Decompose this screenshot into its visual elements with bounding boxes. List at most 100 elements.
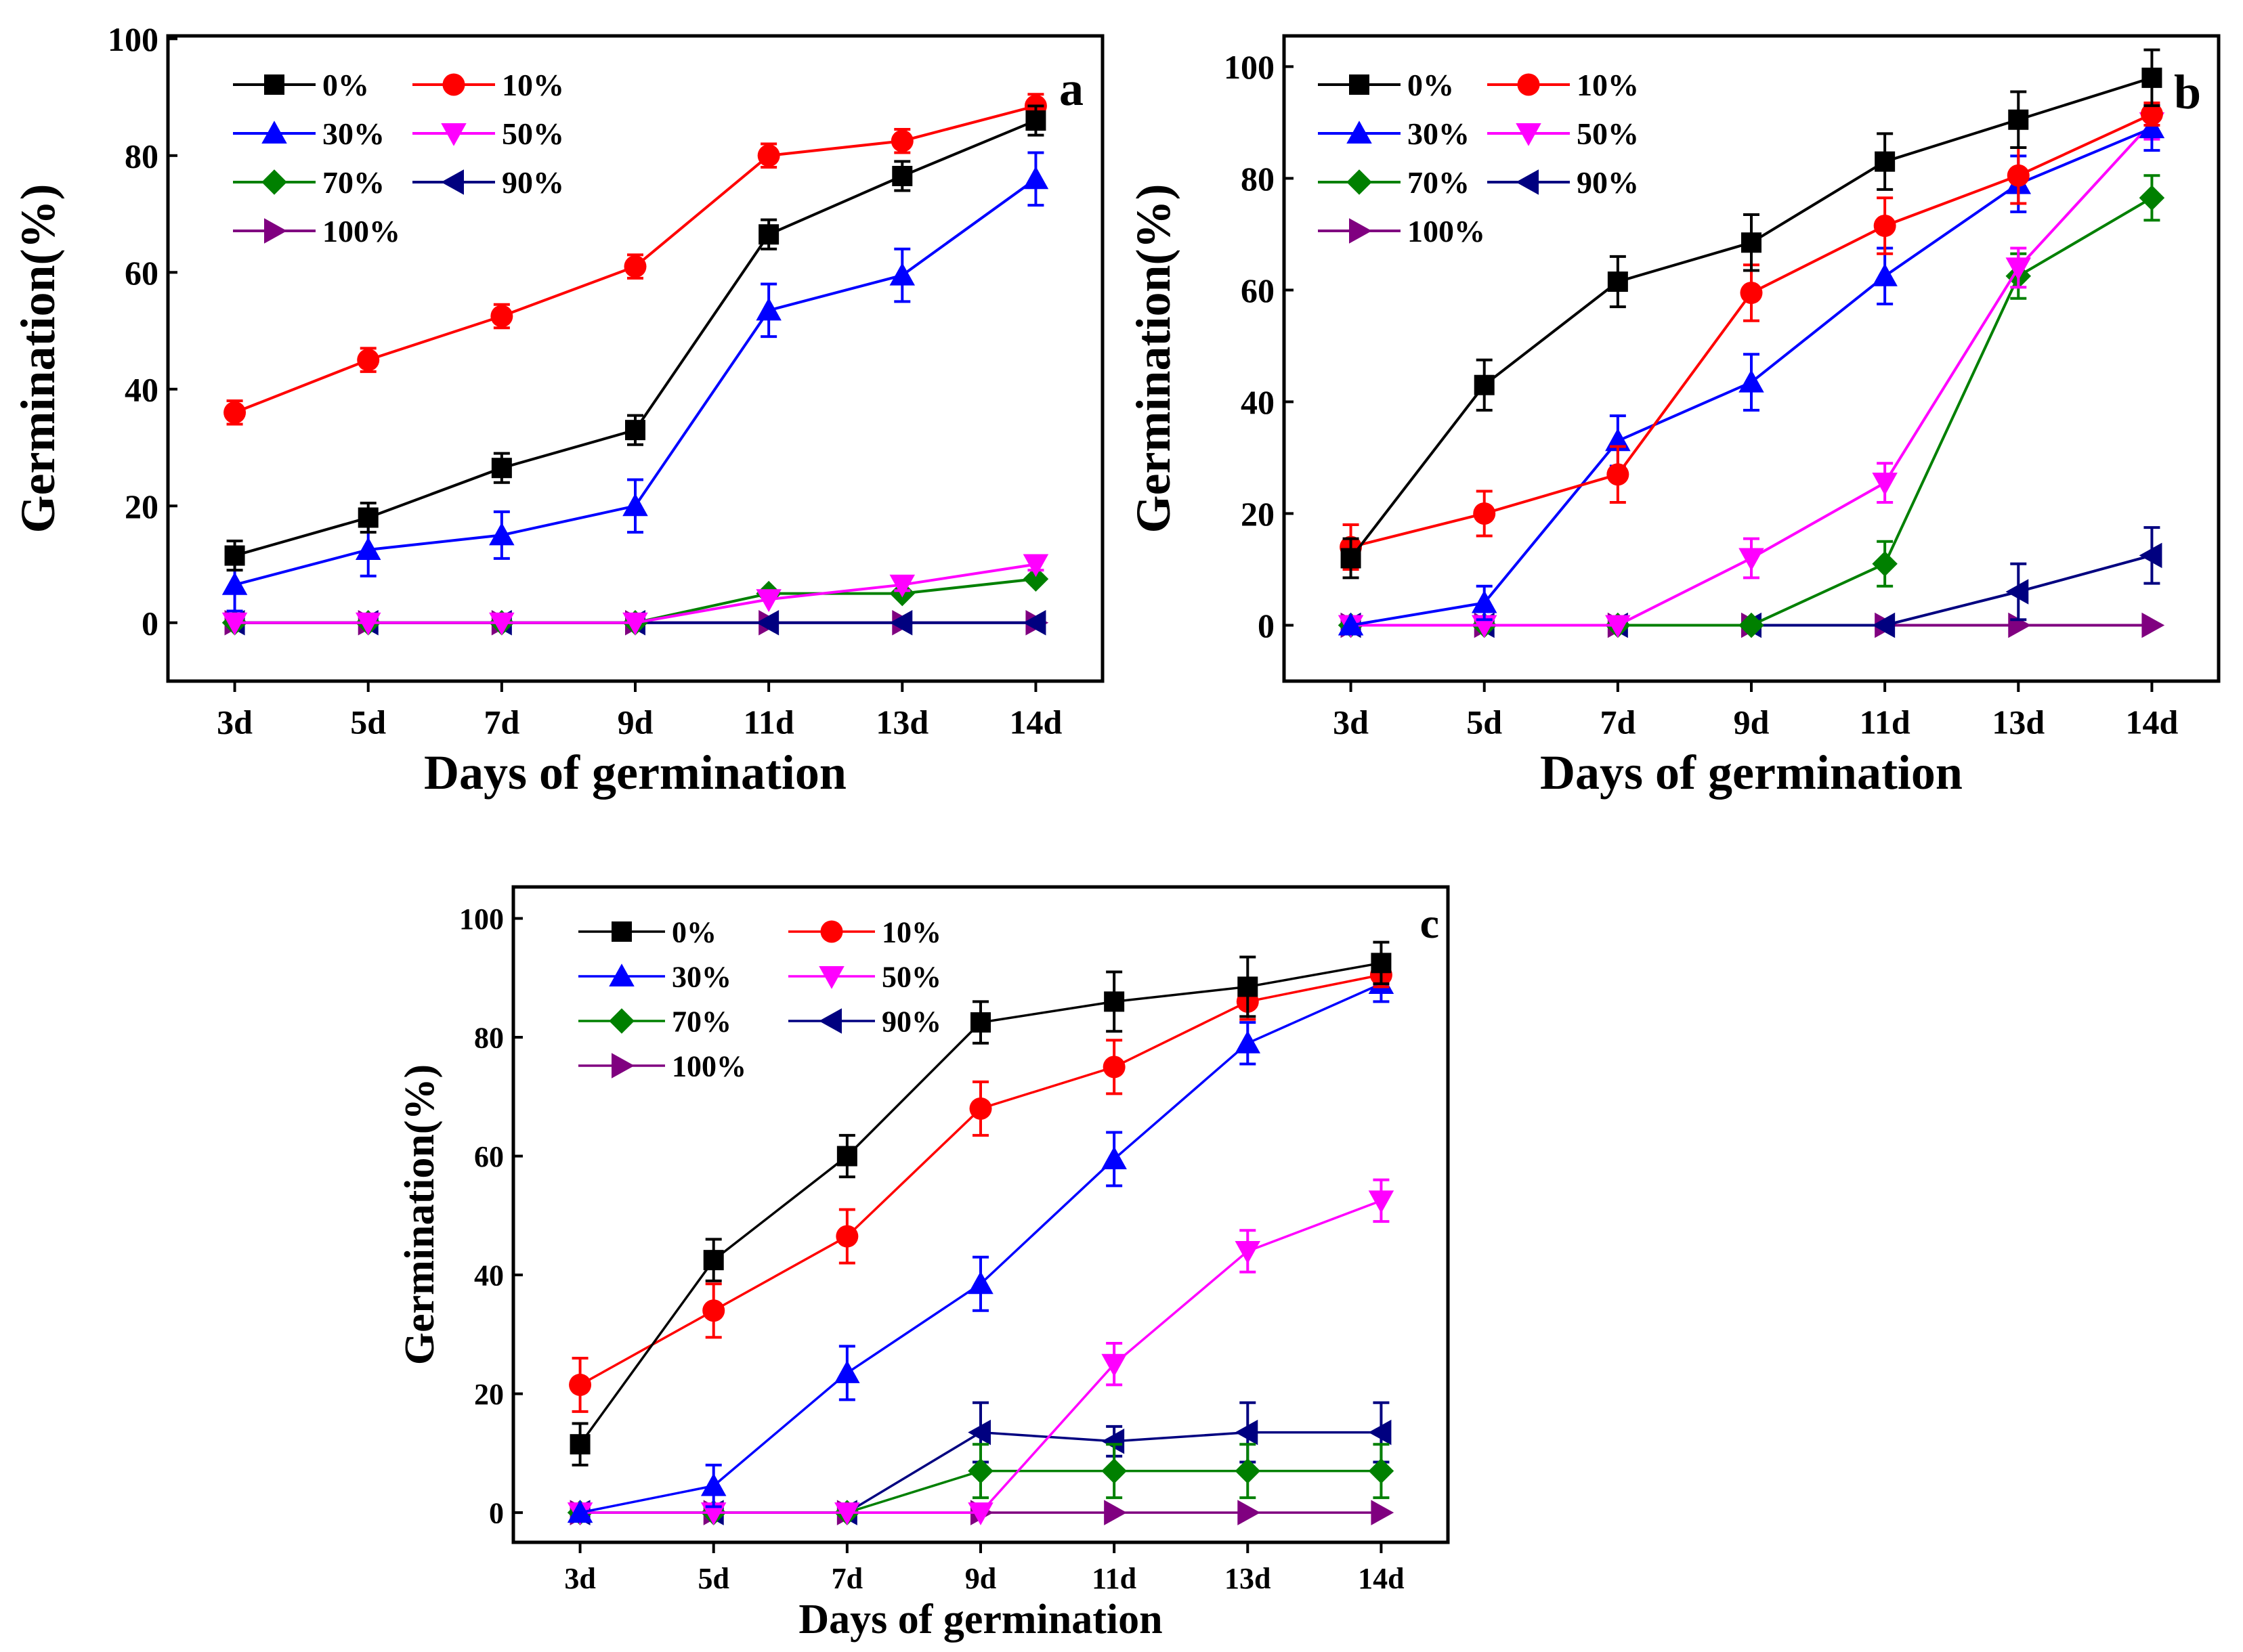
data-point	[1605, 615, 1631, 638]
legend-item: 0%	[578, 915, 717, 949]
data-point	[1741, 232, 1761, 253]
y-tick-label: 60	[125, 254, 158, 292]
series-0pct	[224, 104, 1046, 572]
data-point	[221, 612, 248, 636]
data-point	[1872, 550, 1898, 577]
x-tick-label: 5d	[698, 1562, 729, 1595]
x-tick-label: 7d	[832, 1562, 863, 1595]
legend-label: 90%	[502, 165, 564, 200]
data-point	[1235, 1419, 1258, 1446]
data-point	[1023, 610, 1046, 636]
y-tick-label: 80	[125, 137, 158, 175]
legend-marker	[261, 121, 287, 144]
data-point	[1103, 1056, 1126, 1079]
legend-marker	[609, 963, 635, 986]
legend-label: 0%	[672, 915, 717, 949]
x-tick-label: 11d	[744, 703, 794, 741]
x-tick-label: 9d	[965, 1562, 996, 1595]
data-point	[1101, 1458, 1127, 1484]
legend-item: 10%	[788, 915, 941, 949]
series-30pct	[221, 151, 1049, 613]
legend-marker	[261, 169, 287, 195]
series-50pct	[567, 1178, 1394, 1525]
legend-marker	[1346, 121, 1372, 144]
legend-item: 70%	[233, 165, 385, 200]
data-point	[2141, 67, 2162, 88]
legend-item: 10%	[412, 68, 564, 102]
legend-marker	[1517, 73, 1540, 96]
legend-label: 10%	[1577, 68, 1639, 102]
x-axis-title: Days of germination	[424, 745, 847, 800]
data-point	[969, 1097, 992, 1120]
data-point	[892, 165, 913, 186]
legend-marker	[819, 1008, 842, 1034]
data-point	[489, 612, 515, 636]
legend-label: 90%	[1577, 165, 1639, 200]
data-point	[570, 1434, 591, 1455]
data-point	[1738, 369, 1764, 393]
data-point	[1368, 1458, 1394, 1484]
data-point	[1371, 1500, 1394, 1525]
data-point	[358, 507, 379, 528]
legend-label: 70%	[1407, 165, 1470, 200]
x-axis-title: Days of germination	[798, 1596, 1162, 1643]
legend-label: 0%	[1407, 68, 1454, 102]
data-point	[700, 1502, 727, 1525]
data-point	[702, 1299, 725, 1322]
data-point	[756, 589, 782, 613]
x-tick-label: 7d	[484, 703, 519, 741]
panel-letter: a	[1059, 62, 1084, 116]
x-tick-label: 9d	[618, 703, 654, 741]
legend-label: 10%	[882, 915, 941, 949]
x-tick-label: 9d	[1734, 703, 1770, 741]
legend-label: 10%	[502, 68, 564, 102]
y-tick-label: 100	[108, 20, 158, 58]
y-tick-label: 20	[474, 1378, 504, 1411]
y-tick-label: 40	[474, 1259, 504, 1292]
y-tick-label: 100	[1224, 48, 1275, 86]
x-tick-label: 5d	[350, 703, 386, 741]
data-point	[490, 305, 513, 328]
data-point	[1235, 1240, 1261, 1264]
data-point	[625, 420, 645, 441]
data-point	[834, 1502, 860, 1525]
data-point	[1606, 463, 1629, 486]
x-tick-label: 14d	[2126, 703, 2179, 741]
legend-label: 50%	[882, 960, 941, 993]
data-point	[889, 574, 916, 598]
data-point	[968, 1271, 994, 1295]
y-tick-label: 80	[474, 1021, 504, 1054]
legend-item: 50%	[412, 116, 564, 151]
legend-marker	[1346, 169, 1372, 195]
legend-label: 30%	[322, 116, 385, 151]
data-point	[1368, 1419, 1392, 1446]
data-point	[355, 537, 381, 560]
panel-letter: b	[2174, 65, 2201, 119]
legend: 0% 10% 30% 50% 70% 90% 100%	[233, 68, 564, 248]
data-point	[1738, 612, 1764, 638]
y-tick-label: 40	[125, 370, 158, 408]
data-point	[2005, 579, 2029, 605]
legend-marker	[441, 123, 467, 146]
legend-item: 0%	[1318, 68, 1454, 102]
legend-marker	[1516, 123, 1541, 146]
data-point	[968, 1502, 994, 1525]
data-point	[1235, 1458, 1261, 1484]
y-tick-label: 100	[459, 903, 504, 936]
data-point	[703, 1250, 724, 1271]
legend-item: 30%	[578, 960, 731, 993]
data-point	[889, 610, 913, 636]
data-point	[1101, 1353, 1127, 1377]
data-point	[1738, 548, 1764, 571]
data-point	[968, 1458, 994, 1484]
y-tick-label: 60	[474, 1140, 504, 1173]
data-point	[1235, 1030, 1261, 1053]
data-point	[1872, 473, 1898, 496]
legend-item: 100%	[233, 214, 400, 248]
data-point	[2007, 164, 2030, 187]
legend-label: 70%	[322, 165, 385, 200]
data-point	[756, 297, 782, 321]
legend-item: 70%	[578, 1005, 731, 1038]
y-tick-label: 40	[1241, 383, 1275, 421]
